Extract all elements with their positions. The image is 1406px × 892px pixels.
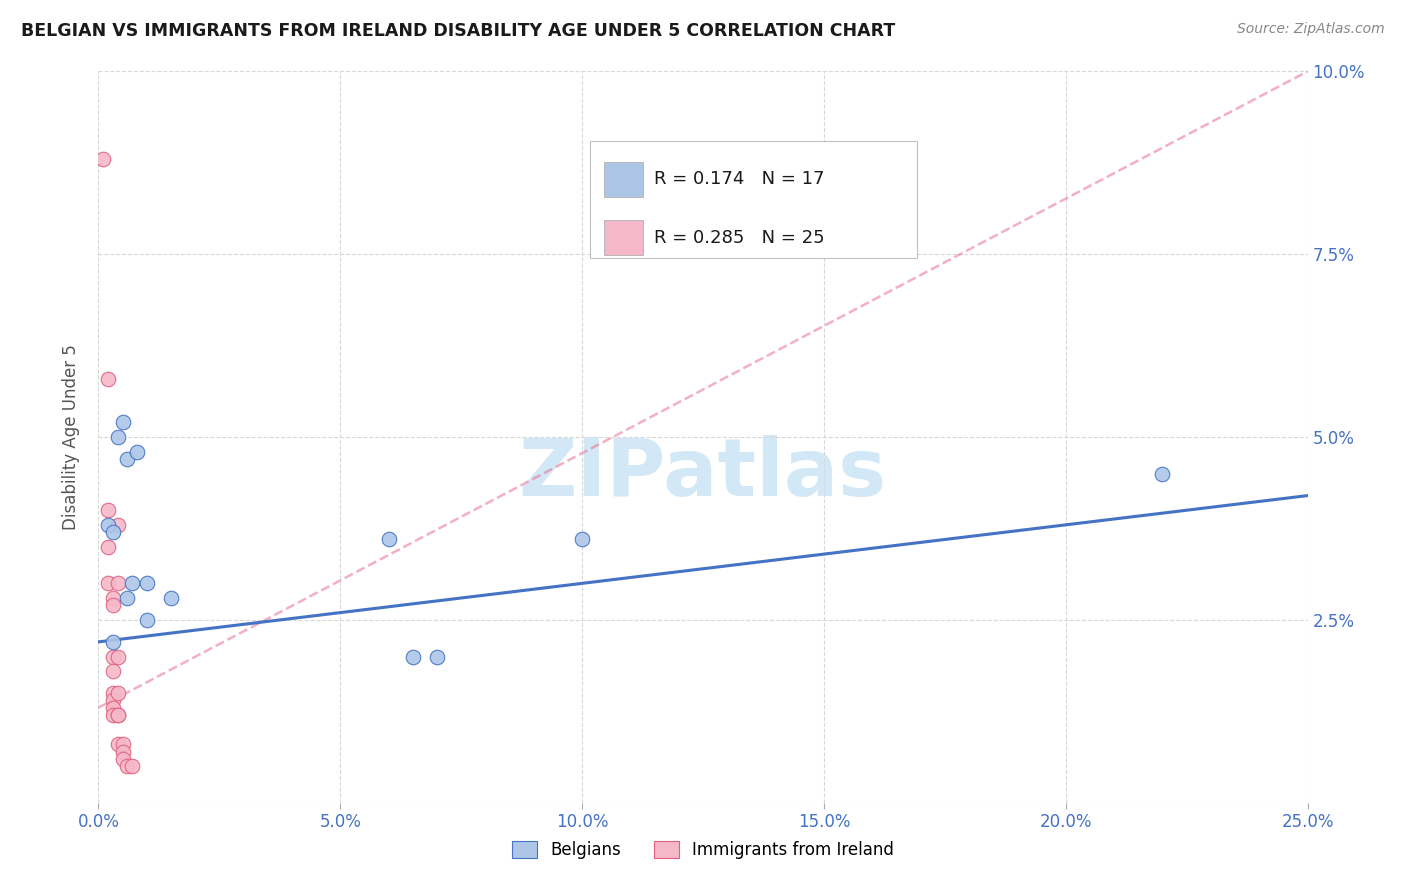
Point [117, 591, 139, 605]
Point [97, 517, 120, 532]
Point [107, 517, 129, 532]
Point [571, 533, 593, 547]
Text: BELGIAN VS IMMIGRANTS FROM IRELAND DISABILITY AGE UNDER 5 CORRELATION CHART: BELGIAN VS IMMIGRANTS FROM IRELAND DISAB… [21, 22, 896, 40]
Point [117, 452, 139, 467]
Point [135, 613, 157, 627]
Point [97, 576, 120, 591]
Point [101, 664, 124, 678]
Point [111, 737, 134, 751]
Point [111, 752, 134, 766]
Y-axis label: Disability Age Under 5: Disability Age Under 5 [62, 344, 80, 530]
Point [101, 708, 124, 723]
Point [107, 430, 129, 444]
Legend: Belgians, Immigrants from Ireland: Belgians, Immigrants from Ireland [503, 833, 903, 868]
Point [121, 759, 143, 773]
Point [101, 635, 124, 649]
Point [97, 503, 120, 517]
Text: Source: ZipAtlas.com: Source: ZipAtlas.com [1237, 22, 1385, 37]
Point [101, 591, 124, 605]
Point [377, 533, 399, 547]
Point [101, 525, 124, 540]
Point [101, 649, 124, 664]
Text: ZIPatlas: ZIPatlas [519, 434, 887, 513]
Point [107, 576, 129, 591]
Point [107, 737, 129, 751]
Point [426, 649, 449, 664]
Point [91, 152, 114, 166]
Point [111, 745, 134, 759]
Point [97, 540, 120, 554]
Text: R = 0.285   N = 25: R = 0.285 N = 25 [655, 228, 825, 247]
Point [111, 416, 134, 430]
Point [107, 708, 129, 723]
Point [121, 576, 143, 591]
Point [402, 649, 425, 664]
Point [101, 693, 124, 707]
Point [1152, 467, 1174, 481]
Point [97, 371, 120, 385]
Point [107, 649, 129, 664]
Point [107, 686, 129, 700]
Point [101, 599, 124, 613]
Point [127, 444, 149, 458]
Point [135, 576, 157, 591]
Point [117, 759, 139, 773]
Point [160, 591, 183, 605]
Point [101, 686, 124, 700]
Point [107, 708, 129, 723]
Text: R = 0.174   N = 17: R = 0.174 N = 17 [655, 170, 825, 188]
Point [101, 700, 124, 714]
